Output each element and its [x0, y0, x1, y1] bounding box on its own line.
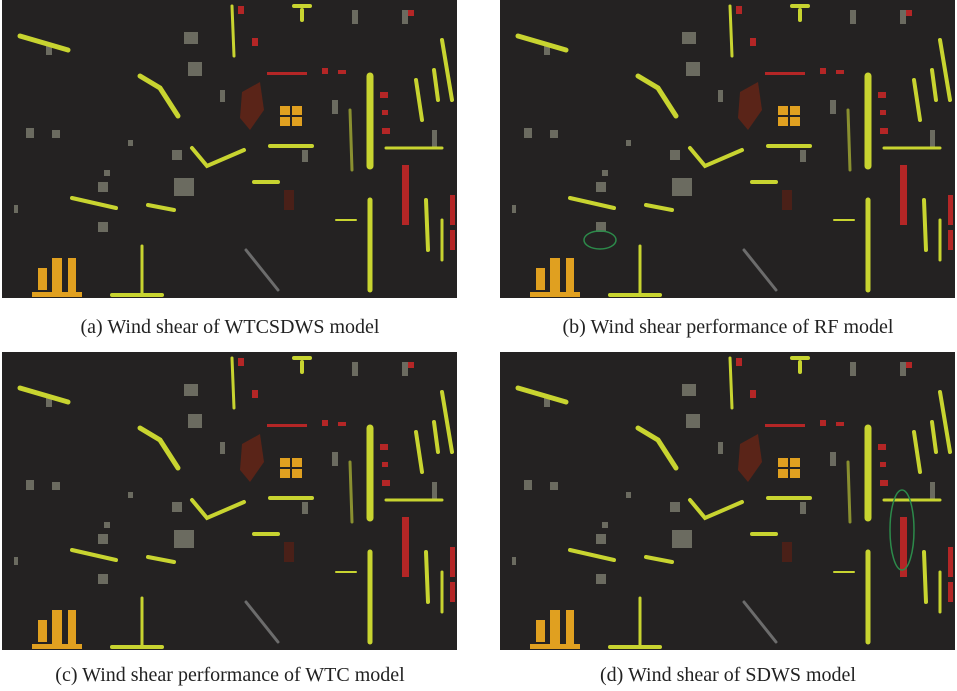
panel-d — [500, 352, 955, 650]
caption: (d) Wind shear of SDWS model — [600, 664, 856, 686]
panel-c — [2, 352, 457, 650]
panel-a — [2, 0, 457, 298]
caption: (b) Wind shear performance of RF model — [563, 316, 894, 338]
caption: (c) Wind shear performance of WTC model — [55, 664, 405, 686]
caption: (a) Wind shear of WTCSDWS model — [81, 316, 380, 338]
panel-b — [500, 0, 955, 298]
